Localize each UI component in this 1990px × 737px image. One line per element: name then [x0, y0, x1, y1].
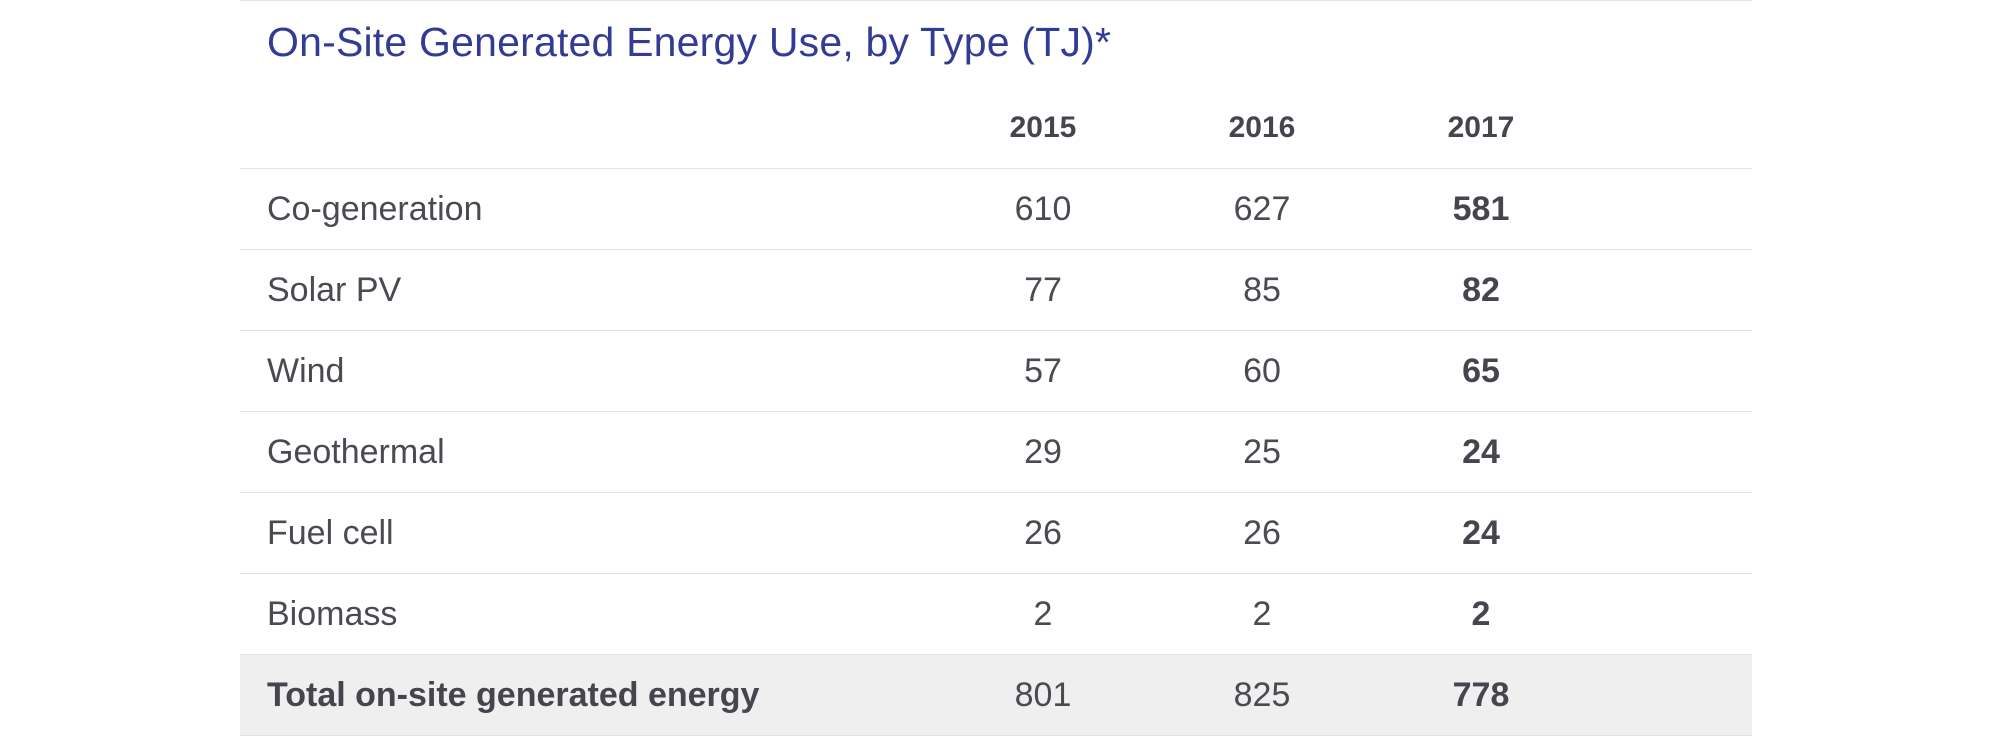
table-row-geothermal: Geothermal 29 25 24	[240, 412, 1752, 493]
value-2015: 610	[1014, 190, 1072, 228]
value-2015: 57	[1024, 352, 1062, 390]
value-2017: 65	[1462, 352, 1500, 390]
table-header-row: 2015 2016 2017	[240, 88, 1752, 169]
row-label: Biomass	[267, 595, 398, 633]
value-2017: 581	[1452, 190, 1510, 228]
value-2016: 85	[1243, 271, 1281, 309]
total-label: Total on-site generated energy	[267, 676, 760, 714]
total-value-2016: 825	[1233, 676, 1291, 714]
table-row-wind: Wind 57 60 65	[240, 331, 1752, 412]
row-label: Co-generation	[267, 190, 483, 228]
table-row-solar-pv: Solar PV 77 85 82	[240, 250, 1752, 331]
value-2016: 25	[1243, 433, 1281, 471]
row-label: Wind	[267, 352, 345, 390]
row-label: Solar PV	[267, 271, 402, 309]
row-label: Geothermal	[267, 433, 445, 471]
value-2015: 29	[1024, 433, 1062, 471]
value-2016: 627	[1233, 190, 1291, 228]
value-2016: 60	[1243, 352, 1281, 390]
column-header-2016: 2016	[1228, 111, 1296, 144]
value-2015: 26	[1024, 514, 1062, 552]
value-2015: 2	[1033, 595, 1053, 633]
table-row-total: Total on-site generated energy 801 825 7…	[240, 655, 1752, 736]
table-row-fuel-cell: Fuel cell 26 26 24	[240, 493, 1752, 574]
value-2017: 24	[1462, 433, 1500, 471]
value-2016: 26	[1243, 514, 1281, 552]
table-row-co-generation: Co-generation 610 627 581	[240, 169, 1752, 250]
table-row-biomass: Biomass 2 2 2	[240, 574, 1752, 655]
value-2016: 2	[1252, 595, 1272, 633]
value-2017: 24	[1462, 514, 1500, 552]
energy-table: 2015 2016 2017 Co-generation 610 627 581…	[240, 88, 1752, 736]
value-2017: 82	[1462, 271, 1500, 309]
value-2017: 2	[1471, 595, 1491, 633]
total-value-2015: 801	[1014, 676, 1072, 714]
total-value-2017: 778	[1452, 676, 1510, 714]
row-label: Fuel cell	[267, 514, 394, 552]
table-title: On-Site Generated Energy Use, by Type (T…	[267, 19, 1112, 65]
energy-table-panel: On-Site Generated Energy Use, by Type (T…	[240, 0, 1752, 737]
value-2015: 77	[1024, 271, 1062, 309]
column-header-2015: 2015	[1009, 111, 1077, 144]
top-divider	[240, 0, 1752, 1]
column-header-2017: 2017	[1447, 111, 1515, 144]
